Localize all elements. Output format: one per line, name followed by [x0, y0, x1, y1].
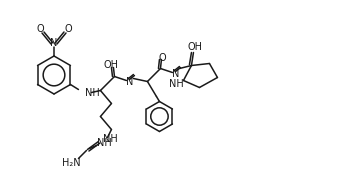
Text: O: O [36, 24, 44, 34]
Text: N: N [50, 38, 58, 48]
Text: O: O [159, 52, 166, 62]
Text: OH: OH [104, 60, 119, 70]
Text: NH: NH [97, 137, 112, 147]
Text: H₂N: H₂N [62, 157, 81, 167]
Text: NH: NH [169, 78, 184, 88]
Text: N: N [172, 68, 179, 78]
Text: O: O [64, 24, 72, 34]
Text: N: N [126, 76, 133, 86]
Text: NH: NH [85, 88, 100, 98]
Text: OH: OH [188, 43, 203, 52]
Text: NH: NH [103, 134, 118, 145]
